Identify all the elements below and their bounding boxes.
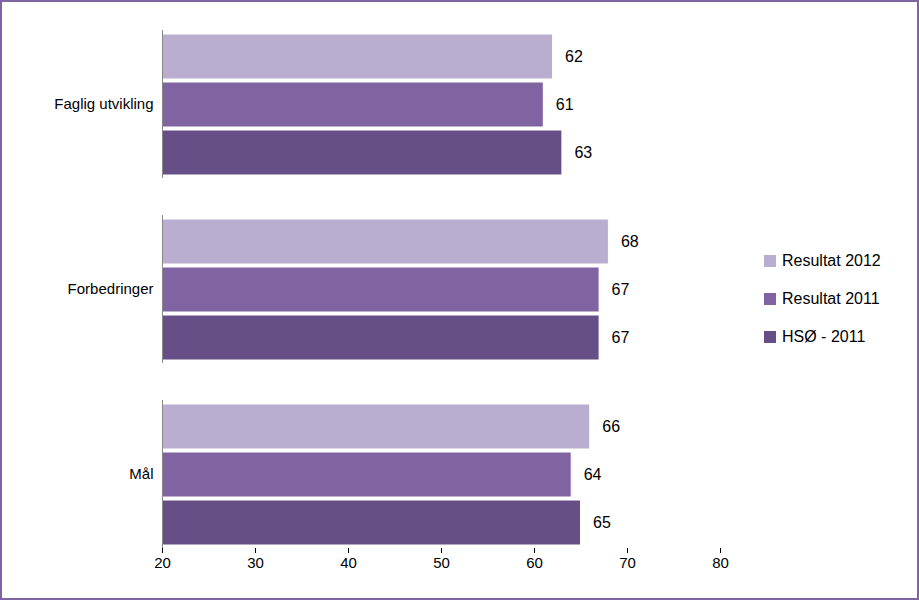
- svg-text:50: 50: [433, 554, 450, 571]
- html-text:HSØ - 2011: HSØ - 2011: [782, 328, 866, 345]
- svg-text:64: 64: [584, 466, 602, 483]
- svg-text:30: 30: [247, 554, 264, 571]
- svg-text:60: 60: [526, 554, 543, 571]
- svg-text:63: 63: [574, 144, 592, 161]
- svg-text:Faglig utvikling: Faglig utvikling: [54, 95, 153, 112]
- svg-text:67: 67: [612, 281, 630, 298]
- svg-text:20: 20: [154, 554, 171, 571]
- html-text:Resultat 2012: Resultat 2012: [782, 252, 881, 269]
- svg-text:Forbedringer: Forbedringer: [68, 280, 154, 297]
- svg-text:40: 40: [340, 554, 357, 571]
- svg-text:66: 66: [602, 418, 620, 435]
- svg-text:61: 61: [556, 96, 574, 113]
- svg-text:Mål: Mål: [129, 465, 153, 482]
- html-text:Resultat 2011: Resultat 2011: [782, 290, 880, 307]
- svg-text:68: 68: [621, 233, 639, 250]
- svg-text:70: 70: [619, 554, 636, 571]
- svg-text:67: 67: [612, 329, 630, 346]
- svg-text:62: 62: [565, 48, 583, 65]
- svg-text:80: 80: [712, 554, 729, 571]
- svg-text:65: 65: [593, 514, 611, 531]
